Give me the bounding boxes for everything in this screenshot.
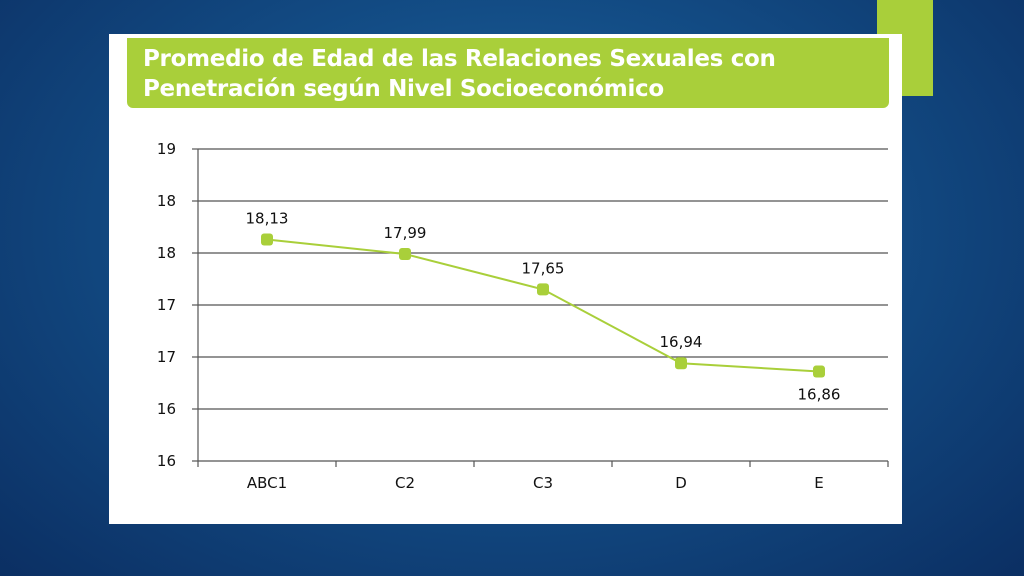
data-point (537, 283, 549, 296)
data-point (399, 248, 411, 261)
chart-title-line-2: Penetración según Nivel Socioeconómico (143, 76, 664, 102)
y-tick-label: 18 (157, 244, 176, 262)
data-point (675, 357, 687, 370)
x-tick-label: D (675, 474, 687, 492)
gridlines (192, 148, 889, 467)
line-chart: 19 18 18 17 17 16 16 ABC1 C2 C3 D E 18,13 17,99 17,6… (157, 140, 889, 492)
chart-title-line-1: Promedio de Edad de las Relaciones Sexua… (143, 46, 776, 72)
y-tick-label: 16 (157, 400, 176, 418)
x-tick-label: E (814, 474, 823, 492)
data-point (261, 233, 273, 246)
y-tick-label: 18 (157, 192, 176, 210)
y-tick-label: 19 (157, 140, 176, 158)
data-label: 16,94 (660, 333, 703, 351)
data-label: 16,86 (798, 386, 841, 404)
x-axis-tick-labels: ABC1 C2 C3 D E (247, 474, 824, 492)
y-tick-label: 17 (157, 348, 176, 366)
x-tick-label: C3 (533, 474, 553, 492)
x-tick-label: ABC1 (247, 474, 287, 492)
x-tick-label: C2 (395, 474, 415, 492)
data-label: 18,13 (246, 209, 289, 227)
data-label: 17,65 (522, 259, 565, 277)
data-point (813, 365, 825, 378)
y-axis-tick-labels: 19 18 18 17 17 16 16 (157, 140, 176, 470)
y-tick-label: 17 (157, 296, 176, 314)
data-points (261, 233, 825, 378)
y-tick-label: 16 (157, 452, 176, 470)
data-label: 17,99 (384, 224, 427, 242)
title-banner: Promedio de Edad de las Relaciones Sexua… (127, 38, 889, 108)
data-labels: 18,13 17,99 17,65 16,94 16,86 (246, 209, 841, 403)
